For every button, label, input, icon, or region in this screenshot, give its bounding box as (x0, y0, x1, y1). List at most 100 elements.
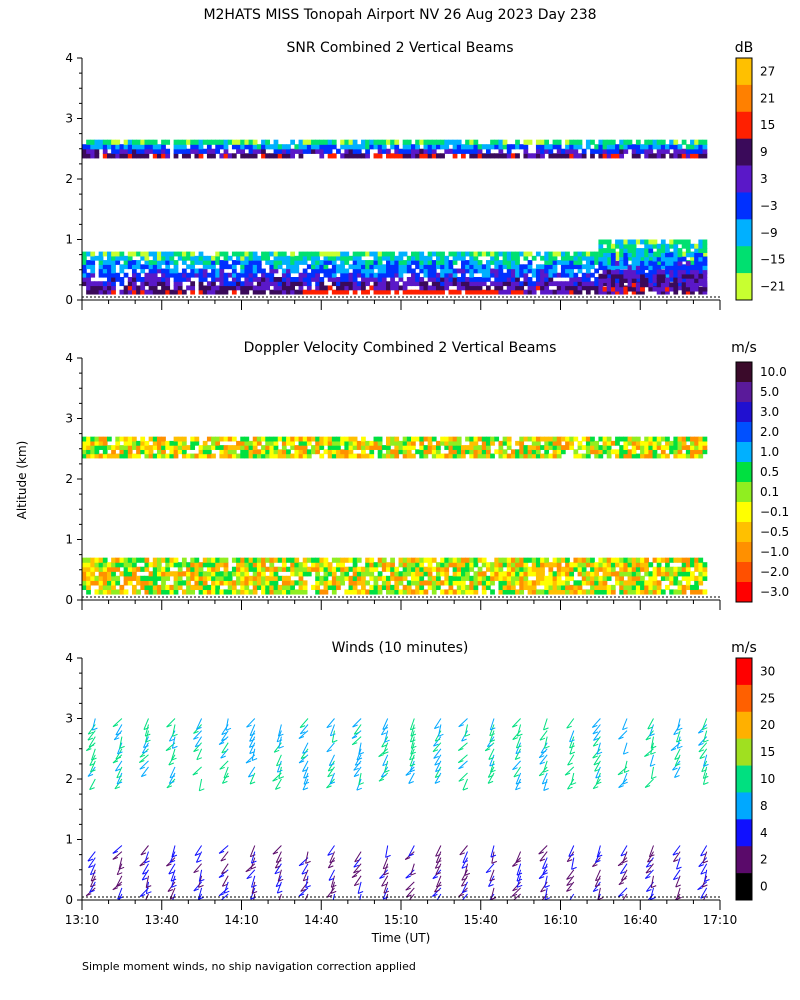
heatmap-cell (381, 277, 387, 282)
heatmap-cell (623, 252, 629, 258)
heatmap-cell (248, 562, 254, 568)
heatmap-cell (136, 153, 141, 159)
wind-barb (513, 766, 522, 778)
heatmap-cell (248, 580, 254, 586)
wind-barb (169, 766, 176, 779)
heatmap-cell (494, 575, 500, 581)
heatmap-cell (352, 251, 358, 257)
heatmap-cell (361, 289, 366, 295)
heatmap-cell (390, 260, 395, 265)
wind-barb (650, 875, 654, 888)
wind-barb-flag (248, 774, 254, 778)
heatmap-cell (223, 453, 229, 459)
heatmap-cell (698, 248, 704, 253)
heatmap-cell (444, 589, 450, 595)
heatmap-cell (519, 440, 525, 446)
heatmap-cell (469, 139, 475, 145)
wind-barb (674, 766, 681, 778)
wind-barb (89, 863, 96, 875)
heatmap-cell (177, 289, 183, 295)
wind-barb-flag (597, 897, 604, 900)
heatmap-cell (448, 436, 454, 442)
heatmap-cell (256, 281, 262, 287)
heatmap-cell (619, 278, 625, 283)
heatmap-cell (506, 289, 512, 295)
heatmap-cell (248, 255, 254, 261)
heatmap-cell (465, 144, 470, 150)
heatmap-cell (156, 268, 162, 274)
heatmap-cell (419, 566, 425, 572)
heatmap-cell (485, 584, 491, 591)
heatmap-cell (510, 589, 516, 595)
heatmap-cell (111, 589, 116, 595)
heatmap-cell (535, 285, 541, 291)
heatmap-cell (319, 281, 325, 287)
wind-barb-flag (277, 890, 283, 894)
heatmap-cell (565, 281, 570, 287)
heatmap-cell (552, 562, 558, 568)
colorbar-swatch (736, 84, 752, 113)
heatmap-cell (290, 277, 295, 282)
heatmap-cell (173, 139, 179, 145)
heatmap-cell (273, 277, 279, 282)
heatmap-cell (290, 445, 295, 450)
wind-barb-flag (488, 757, 494, 760)
heatmap-cell (269, 251, 275, 257)
heatmap-cell (677, 278, 683, 283)
heatmap-cell (506, 566, 512, 572)
heatmap-cell (594, 453, 600, 459)
heatmap-cell (444, 453, 450, 459)
heatmap-cell (690, 584, 695, 591)
heatmap-cell (361, 281, 366, 287)
heatmap-cell (290, 589, 295, 595)
wind-barb (516, 724, 522, 737)
heatmap-cell (256, 580, 262, 586)
heatmap-cell (173, 575, 179, 581)
heatmap-cell (277, 264, 283, 270)
wind-barb (405, 869, 415, 879)
heatmap-cell (161, 440, 166, 446)
wind-barb (511, 887, 521, 897)
heatmap-cell (298, 584, 304, 591)
heatmap-cell (261, 277, 266, 282)
heatmap-cell (148, 580, 154, 586)
heatmap-cell (102, 260, 108, 265)
heatmap-cell (652, 273, 658, 279)
heatmap-cell (498, 562, 504, 568)
heatmap-cell (494, 255, 500, 261)
heatmap-cell (527, 566, 533, 572)
heatmap-cell (406, 281, 412, 287)
heatmap-cell (198, 566, 204, 572)
heatmap-cell (98, 255, 104, 261)
heatmap-cell (640, 449, 645, 455)
wind-barb (302, 742, 309, 754)
heatmap-cell (381, 281, 387, 287)
heatmap-cell (169, 453, 175, 459)
heatmap-cell (352, 260, 358, 265)
heatmap-cell (327, 440, 333, 446)
wind-barb (489, 724, 495, 736)
heatmap-cell (331, 557, 337, 563)
wind-barb-flag (704, 879, 710, 882)
heatmap-cell (152, 557, 158, 563)
heatmap-cell (648, 273, 654, 279)
wind-barb-flag (199, 788, 205, 792)
heatmap-cell (436, 251, 441, 257)
heatmap-cell (456, 580, 462, 586)
heatmap-cell (161, 571, 166, 577)
heatmap-cell (519, 580, 525, 586)
heatmap-cell (390, 440, 395, 446)
heatmap-cell (152, 289, 158, 295)
heatmap-cell (598, 453, 604, 459)
heatmap-cell (610, 269, 616, 275)
wind-barb-flag (617, 772, 624, 776)
heatmap-cell (406, 445, 412, 450)
wind-barb (353, 857, 362, 868)
heatmap-cell (327, 148, 333, 154)
heatmap-cell (186, 251, 191, 257)
heatmap-cell (644, 272, 649, 278)
heatmap-cell (590, 285, 595, 291)
heatmap-cell (394, 255, 400, 261)
heatmap-cell (652, 453, 658, 459)
